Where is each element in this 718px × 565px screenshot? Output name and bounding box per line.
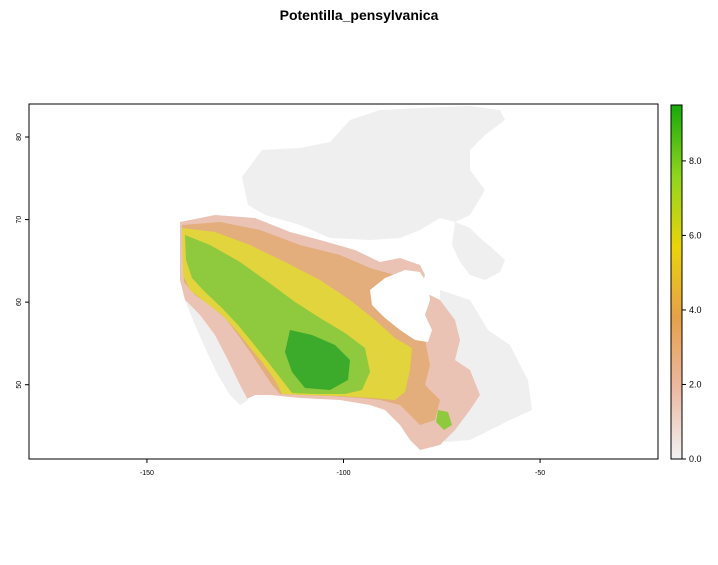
x-tick-label: -150 [140,470,154,477]
y-axis: 50 60 70 80 [16,133,29,389]
legend-tick-label: 6.0 [689,230,702,240]
pacific-coast-region [185,300,248,405]
legend-tick-label: 8.0 [689,156,702,166]
great-lakes-region [436,410,452,430]
y-tick-label: 70 [16,216,23,224]
y-tick-label: 80 [16,133,23,141]
plot-title: Potentilla_pensylvanica [279,7,439,23]
legend-ticks: 0.0 2.0 4.0 6.0 8.0 [682,156,702,464]
legend-colorbar [670,104,683,460]
x-tick-label: -100 [336,470,350,477]
legend-tick-label: 2.0 [689,379,702,389]
y-tick-label: 50 [16,381,23,389]
hudson-bay [370,270,432,342]
suitability-raster [180,106,532,450]
max-green-region [285,330,350,390]
legend-tick-label: 0.0 [689,454,702,464]
arctic-islands-region [242,106,505,240]
y-tick-label: 60 [16,298,23,306]
legend-tick-label: 4.0 [689,305,702,315]
x-tick-label: -50 [535,470,545,477]
eastern-arctic-region [452,222,505,280]
x-axis: -150 -100 -50 [140,459,545,477]
